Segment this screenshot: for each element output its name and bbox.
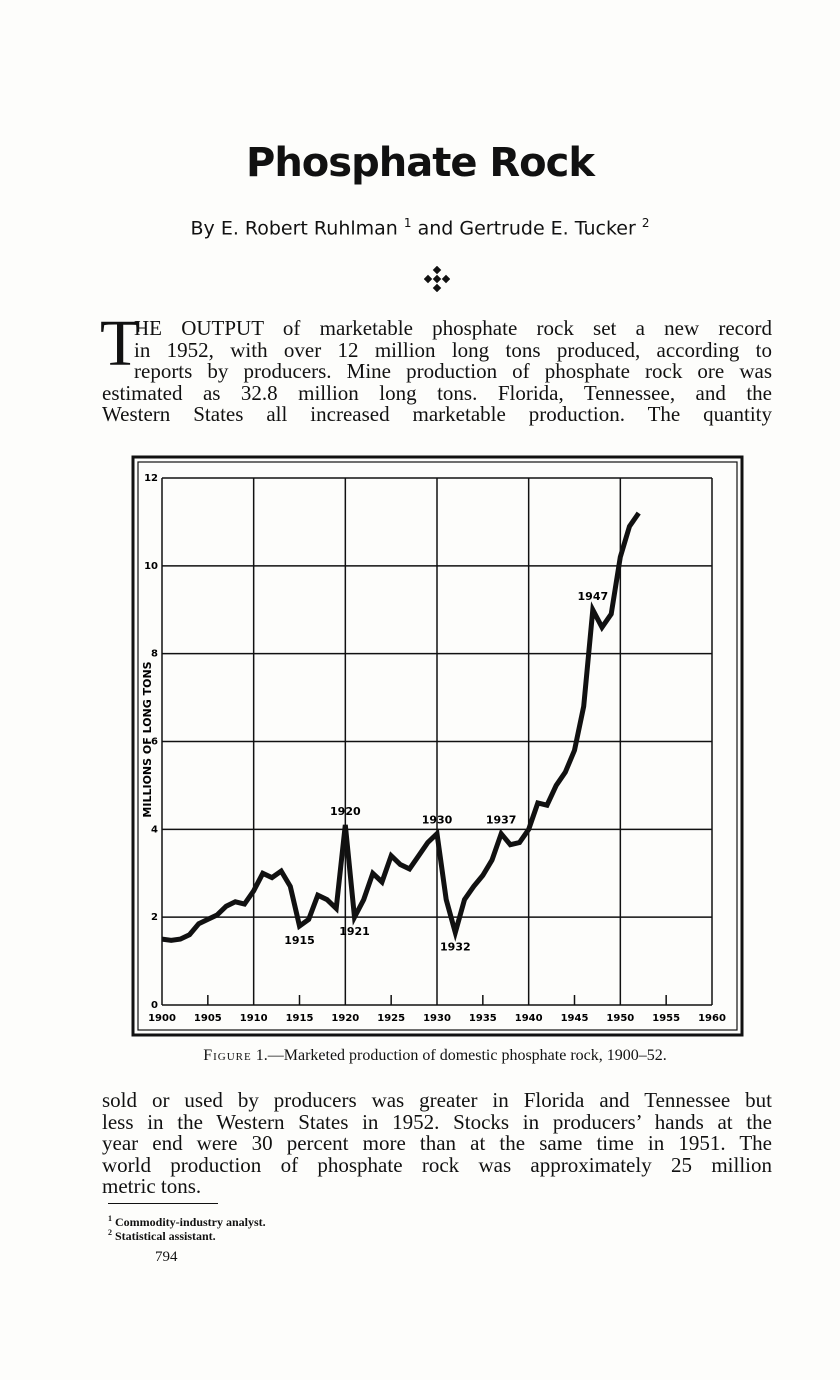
page-number: 794 bbox=[155, 1249, 178, 1265]
footnote-ref: 2 bbox=[641, 216, 650, 230]
byline: By E. Robert Ruhlman 1 and Gertrude E. T… bbox=[0, 216, 840, 239]
text-line: in 1952, with over 12 million long tons … bbox=[134, 337, 772, 362]
author: and Gertrude E. Tucker bbox=[417, 217, 636, 240]
frame bbox=[131, 455, 744, 1037]
text-line: reports by producers. Mine production of… bbox=[134, 359, 772, 383]
text-line: less in the Western States in 1952. Stoc… bbox=[102, 1109, 772, 1134]
footnote: 1 Commodity-industry analyst. bbox=[108, 1214, 266, 1230]
annotation: 1947 bbox=[578, 590, 609, 603]
annotation: 1937 bbox=[486, 814, 517, 827]
annotation: 1932 bbox=[440, 941, 471, 954]
annotation: 1915 bbox=[284, 934, 315, 947]
x-tick-label: 1915 bbox=[286, 1013, 314, 1024]
text-line: metric tons. bbox=[102, 1174, 202, 1198]
caption: Figure 1.—Marketed production of domesti… bbox=[0, 1047, 840, 1065]
x-tick-label: 1930 bbox=[423, 1013, 451, 1024]
x-tick-label: 1900 bbox=[148, 1013, 176, 1024]
drop-cap: T bbox=[100, 307, 141, 380]
y-tick-label: 10 bbox=[144, 561, 158, 572]
footnote-text: Commodity-industry analyst. bbox=[115, 1215, 266, 1229]
footnote-ref: 1 bbox=[403, 216, 412, 230]
ornament bbox=[424, 266, 450, 292]
footnote: 2 Statistical assistant. bbox=[108, 1228, 216, 1244]
caption-text: 1.—Marketed production of domestic phosp… bbox=[251, 1047, 667, 1064]
x-tick-label: 1905 bbox=[194, 1013, 222, 1024]
text-line: year end were 30 percent more than at th… bbox=[102, 1131, 772, 1155]
x-tick-label: 1955 bbox=[652, 1013, 680, 1024]
text-line: sold or used by producers was greater in… bbox=[102, 1088, 772, 1112]
author: By E. Robert Ruhlman bbox=[190, 217, 398, 240]
annotation: 1930 bbox=[422, 814, 453, 827]
chart: 0 2 4 6 8 10 12 1900 1905 1910 1915 1920 1925 1930 193… bbox=[131, 455, 744, 1037]
annotation: 1920 bbox=[330, 805, 361, 818]
x-tick-label: 1910 bbox=[240, 1013, 268, 1024]
footnote-mark: 2 bbox=[108, 1228, 112, 1237]
x-tick-label: 1960 bbox=[698, 1013, 726, 1024]
footnote-text: Statistical assistant. bbox=[115, 1229, 216, 1243]
x-tick-label: 1940 bbox=[515, 1013, 543, 1024]
x-tick-label: 1935 bbox=[469, 1013, 497, 1024]
y-axis-label: MILLIONS OF LONG TONS bbox=[141, 661, 154, 817]
text-line: estimated as 32.8 million long tons. Flo… bbox=[102, 380, 772, 405]
frame-inner bbox=[137, 461, 738, 1031]
y-tick-label: 0 bbox=[151, 1000, 158, 1011]
y-tick-label: 8 bbox=[151, 649, 158, 660]
y-tick-label: 2 bbox=[151, 912, 158, 923]
x-tick-label: 1920 bbox=[331, 1013, 359, 1024]
footnote-mark: 1 bbox=[108, 1214, 112, 1223]
text-line: Western States all increased marketable … bbox=[102, 402, 772, 426]
data-line bbox=[161, 511, 641, 943]
x-tick-label: 1945 bbox=[561, 1013, 589, 1024]
x-tick-label: 1950 bbox=[606, 1013, 634, 1024]
annotation: 1921 bbox=[339, 925, 370, 938]
y-tick-label: 12 bbox=[144, 473, 158, 484]
footnote-rule bbox=[108, 1203, 218, 1204]
caption-label: Figure bbox=[203, 1047, 252, 1064]
y-tick-label: 6 bbox=[151, 737, 158, 748]
text-line: world production of phosphate rock was a… bbox=[102, 1152, 772, 1177]
y-tick-label: 4 bbox=[151, 824, 158, 835]
title: Phosphate Rock bbox=[246, 140, 595, 186]
x-tick-label: 1925 bbox=[377, 1013, 405, 1024]
text-line: HE OUTPUT of marketable phosphate rock s… bbox=[134, 316, 772, 340]
